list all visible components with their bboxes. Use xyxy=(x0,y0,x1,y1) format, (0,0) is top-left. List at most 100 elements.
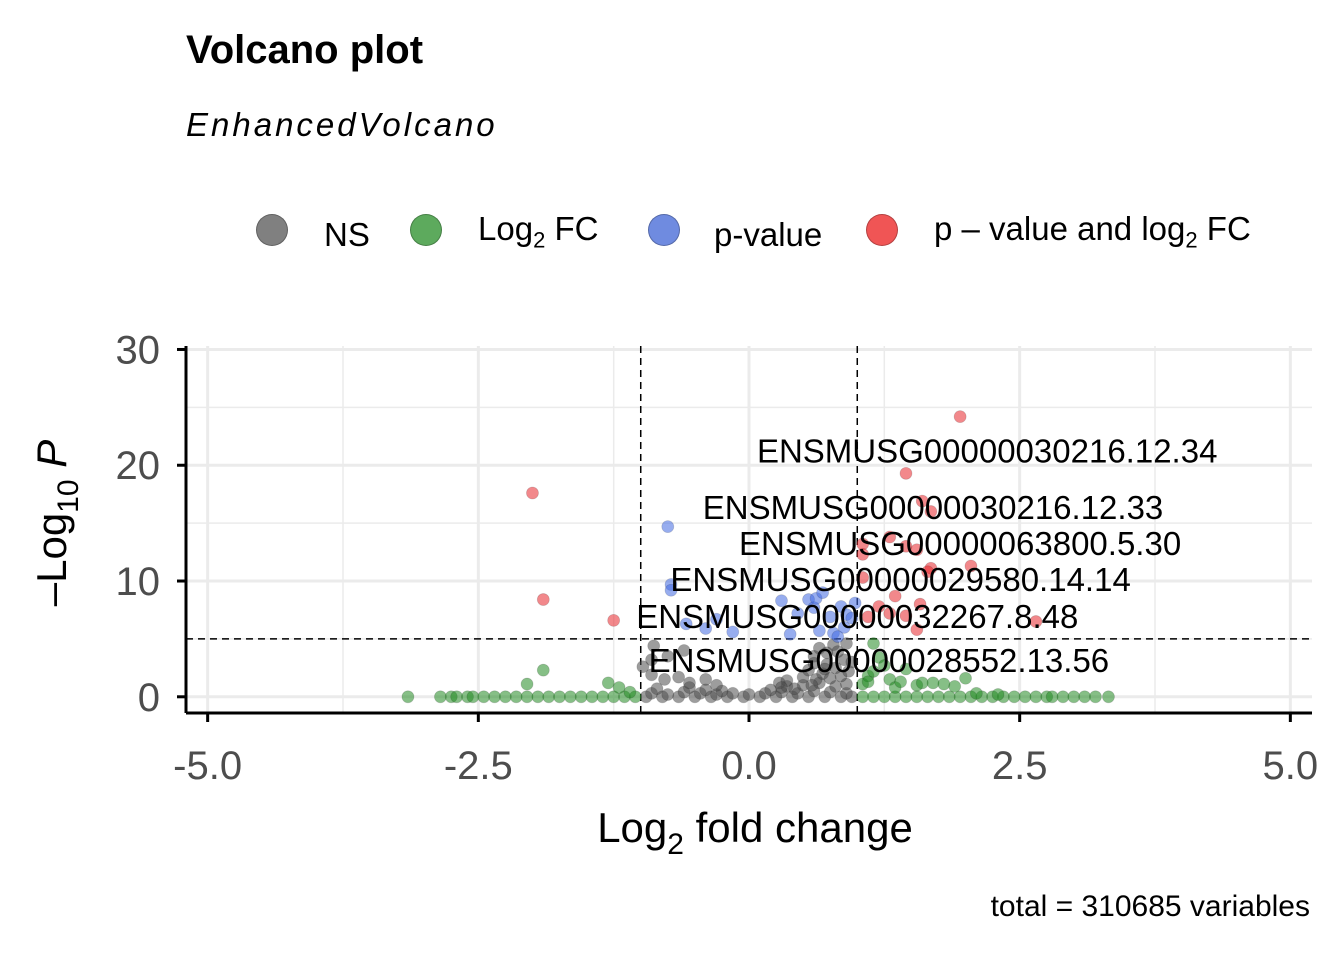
legend-label-pvalue-text: p-value xyxy=(714,216,823,253)
axis-titles: Log2 fold change –Log10 P xyxy=(28,440,913,861)
data-point-log2fc xyxy=(1018,690,1032,704)
data-point-log2fc xyxy=(585,690,599,704)
legend-label-ns: NS xyxy=(324,216,370,254)
legend-label-both-sub: 2 xyxy=(1185,227,1198,253)
legend-label-log2fc: Log2 FC xyxy=(478,210,598,254)
data-point-ns xyxy=(645,653,658,667)
legend-dot-log2fc xyxy=(410,214,442,246)
data-points xyxy=(401,410,1115,704)
data-point-log2fc xyxy=(899,690,913,704)
data-point-pvalue xyxy=(831,630,845,643)
data-point-both xyxy=(888,589,902,603)
y-tick-label: 20 xyxy=(116,444,161,488)
data-point-ns xyxy=(683,676,696,690)
data-point-ns xyxy=(677,644,691,657)
legend-label-ns-text: NS xyxy=(324,216,370,253)
data-point-both xyxy=(856,547,870,561)
data-point-ns xyxy=(699,673,713,686)
cutoff-lines xyxy=(186,346,1312,713)
data-point-ns xyxy=(831,645,845,659)
data-point-both xyxy=(910,543,924,557)
data-point-ns xyxy=(645,668,658,682)
data-point-ns xyxy=(742,688,756,701)
data-point-ns xyxy=(845,655,859,669)
data-point-log2fc xyxy=(553,690,566,704)
data-point-log2fc xyxy=(910,690,924,704)
x-axis-label-tail: fold change xyxy=(684,804,913,851)
data-point-both xyxy=(872,600,886,613)
legend-dot-both xyxy=(866,214,898,246)
data-point-both xyxy=(607,613,621,627)
data-point-log2fc xyxy=(932,690,945,704)
data-point-pvalue xyxy=(848,596,862,610)
axes: -5.0 -2.5 0.0 2.5 5.0 0 10 20 30 xyxy=(116,328,1319,788)
point-label: ENSMUSG00000028552.13.56 xyxy=(649,642,1110,679)
data-point-log2fc xyxy=(623,685,637,699)
x-tick-label: -5.0 xyxy=(173,744,242,788)
data-point-log2fc xyxy=(856,690,870,704)
data-point-both xyxy=(899,609,913,623)
data-point-both xyxy=(910,623,924,637)
data-point-both xyxy=(883,530,897,544)
data-point-log2fc xyxy=(861,675,875,689)
data-point-ns xyxy=(636,660,650,674)
data-point-log2fc xyxy=(574,690,588,704)
data-point-log2fc xyxy=(1045,690,1059,704)
data-point-pvalue xyxy=(661,520,675,534)
data-point-pvalue xyxy=(823,610,837,624)
data-point-pvalue xyxy=(791,607,805,620)
data-point-pvalue xyxy=(783,627,797,641)
data-point-log2fc xyxy=(894,675,907,689)
data-point-log2fc xyxy=(466,690,480,704)
data-point-log2fc xyxy=(899,662,913,676)
data-point-log2fc xyxy=(877,690,891,704)
chart-subtitle: EnhancedVolcano xyxy=(186,106,498,143)
x-tick-label: 0.0 xyxy=(721,744,777,788)
data-point-both xyxy=(915,494,929,508)
data-point-ns xyxy=(710,678,723,692)
data-point-log2fc xyxy=(921,690,935,704)
data-point-log2fc xyxy=(867,664,880,678)
data-point-both xyxy=(856,571,870,584)
data-point-both xyxy=(883,607,897,620)
data-point-log2fc xyxy=(401,690,415,704)
data-point-both xyxy=(526,486,539,500)
data-point-log2fc xyxy=(959,671,972,685)
data-point-pvalue xyxy=(699,622,713,635)
data-point-pvalue xyxy=(679,617,693,631)
y-axis-label: –Log10 P xyxy=(28,440,85,607)
data-point-log2fc xyxy=(991,688,1005,701)
data-point-ns xyxy=(672,670,686,684)
data-point-log2fc xyxy=(509,690,523,704)
data-point-log2fc xyxy=(563,690,577,704)
y-tick-label: 30 xyxy=(116,328,161,372)
data-point-log2fc xyxy=(612,681,626,694)
data-point-log2fc xyxy=(969,686,983,700)
data-point-log2fc xyxy=(477,690,491,704)
data-point-log2fc xyxy=(1102,690,1115,704)
data-point-ns xyxy=(658,673,671,686)
x-tick-label: 5.0 xyxy=(1263,744,1319,788)
data-point-ns xyxy=(661,649,675,663)
legend-label-both-main: p – value and log xyxy=(934,210,1186,247)
point-label: ENSMUSG00000030216.12.34 xyxy=(757,432,1218,469)
data-point-log2fc xyxy=(937,677,951,691)
data-point-pvalue xyxy=(726,625,740,639)
data-point-ns xyxy=(650,682,664,696)
legend-label-log2fc-main: Log xyxy=(478,210,534,247)
data-point-ns xyxy=(788,682,801,696)
data-point-ns xyxy=(726,686,740,700)
y-axis-label-prefix: –Log xyxy=(28,513,75,606)
x-tick-label: -2.5 xyxy=(444,744,513,788)
data-point-log2fc xyxy=(1029,690,1043,704)
data-point-log2fc xyxy=(434,690,447,704)
data-point-ns xyxy=(775,681,788,694)
point-label: ENSMUSG00000063800.5.30 xyxy=(739,525,1181,562)
legend-dot-pvalue xyxy=(648,214,680,246)
data-point-ns xyxy=(661,688,675,701)
data-point-ns xyxy=(818,662,832,676)
data-point-both xyxy=(1029,615,1043,628)
point-label: ENSMUSG00000032267.8.48 xyxy=(636,598,1078,635)
data-point-both xyxy=(964,559,978,573)
data-point-log2fc xyxy=(877,659,891,672)
